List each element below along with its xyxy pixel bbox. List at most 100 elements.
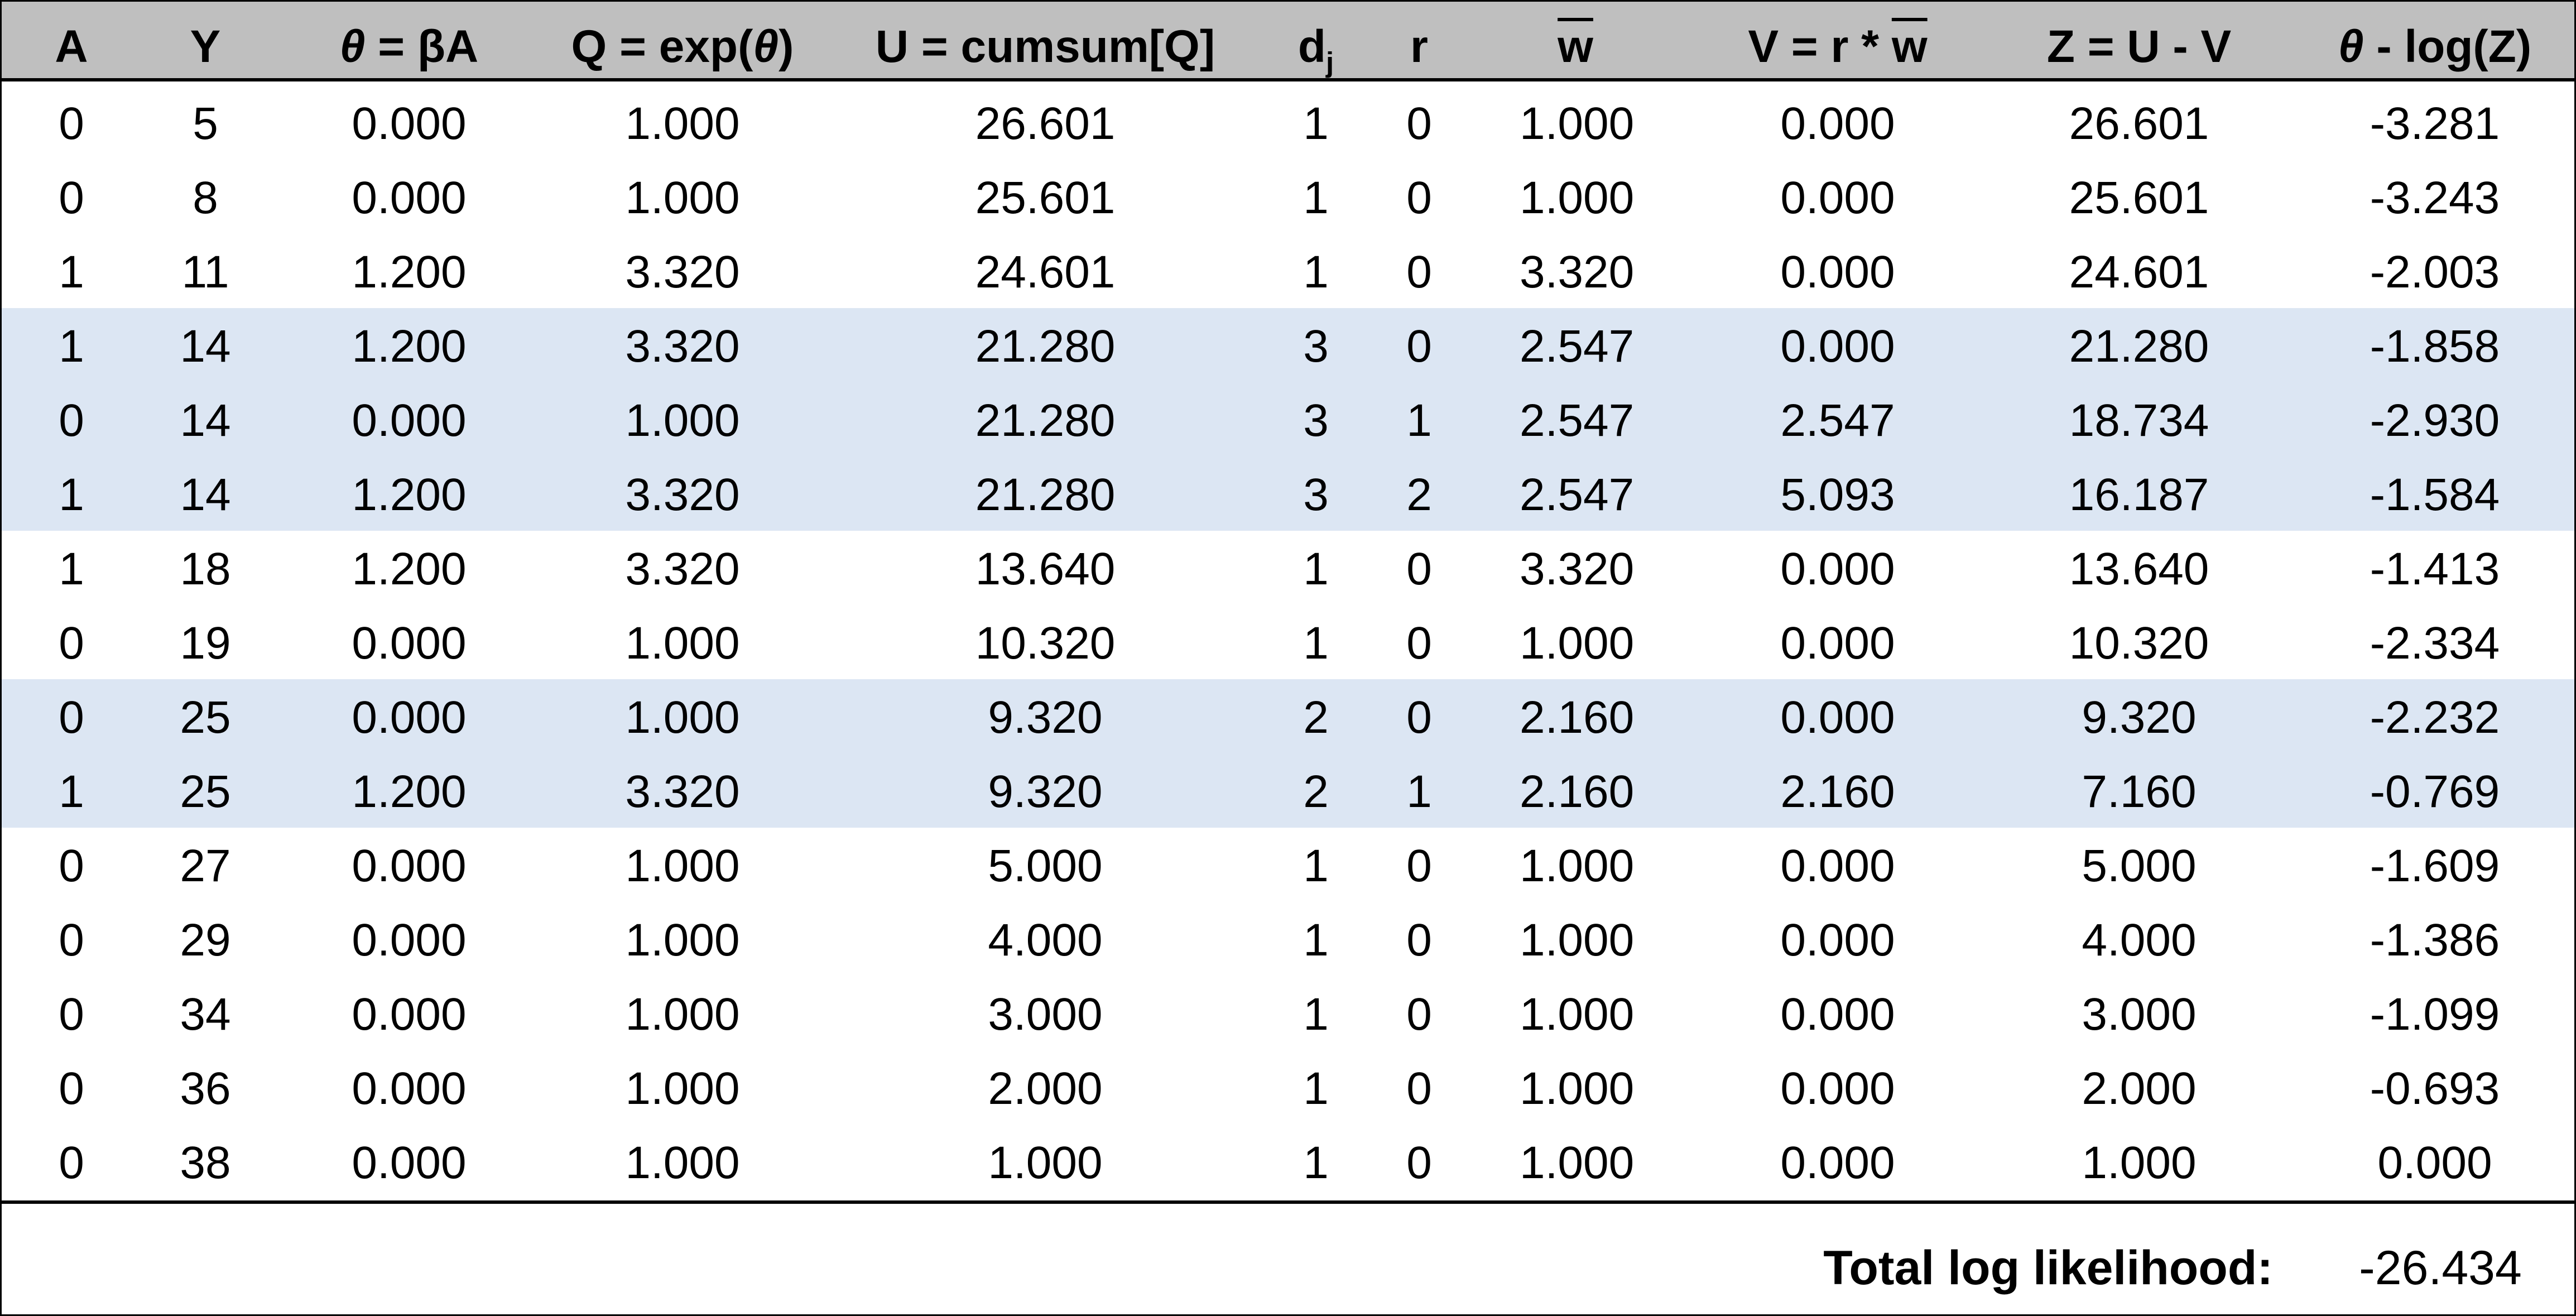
cell-wbar: 2.160: [1520, 692, 1635, 743]
cell-q: 3.320: [625, 321, 740, 372]
cell-y: 5: [193, 98, 218, 149]
cell-wbar: 2.547: [1520, 395, 1635, 446]
cell-loglik: -3.243: [2370, 172, 2500, 223]
cell-theta: 1.200: [352, 469, 467, 520]
cell-q: 1.000: [625, 172, 740, 223]
cell-y: 14: [180, 469, 231, 520]
cell-q: 1.000: [625, 692, 740, 743]
cell-dj: 1: [1303, 544, 1329, 594]
cell-loglik: -2.930: [2370, 395, 2500, 446]
cell-q: 3.320: [625, 247, 740, 297]
cell-y: 36: [180, 1063, 231, 1114]
cell-v: 0.000: [1780, 98, 1895, 149]
cell-z: 13.640: [2069, 544, 2209, 594]
cell-v: 0.000: [1780, 618, 1895, 669]
cell-a: 0: [59, 840, 84, 891]
cell-r: 0: [1406, 1137, 1432, 1188]
cell-r: 0: [1406, 692, 1432, 743]
cell-theta: 1.200: [352, 766, 467, 817]
cell-q: 1.000: [625, 989, 740, 1040]
cell-q: 3.320: [625, 766, 740, 817]
cell-q: 1.000: [625, 840, 740, 891]
cell-v: 0.000: [1780, 989, 1895, 1040]
cell-y: 25: [180, 766, 231, 817]
cell-v: 0.000: [1780, 247, 1895, 297]
cell-theta: 0.000: [352, 692, 467, 743]
table-row: 1 14 1.200 3.320 21.280 3 2 2.547 5.093 16.187 -1.…: [2, 457, 2574, 531]
table-row: 0 29 0.000 1.000 4.000 1 0 1.000 0.000 4.000 -1.38…: [2, 902, 2574, 976]
cell-y: 11: [181, 247, 229, 297]
cell-y: 27: [180, 840, 231, 891]
col-header-a: A: [55, 21, 88, 72]
cell-dj: 2: [1303, 692, 1329, 743]
cell-u: 21.280: [975, 321, 1116, 372]
cell-loglik: -2.232: [2370, 692, 2500, 743]
cell-a: 0: [59, 1137, 84, 1188]
cell-q: 3.320: [625, 544, 740, 594]
q-header-prefix: Q = exp(: [571, 21, 753, 72]
cell-q: 1.000: [625, 1137, 740, 1188]
cell-z: 16.187: [2069, 469, 2209, 520]
cell-z: 18.734: [2069, 395, 2209, 446]
cell-y: 14: [180, 321, 231, 372]
cell-q: 1.000: [625, 98, 740, 149]
table-row: 0 19 0.000 1.000 10.320 1 0 1.000 0.000 10.320 -2.…: [2, 605, 2574, 679]
dj-main: d: [1297, 21, 1326, 72]
theta-header-rest: = βA: [365, 21, 479, 72]
cell-r: 0: [1406, 544, 1432, 594]
cell-u: 2.000: [988, 1063, 1103, 1114]
cell-loglik: -0.769: [2370, 766, 2500, 817]
cell-u: 10.320: [975, 618, 1116, 669]
cell-r: 1: [1406, 395, 1432, 446]
cell-z: 1.000: [2082, 1137, 2197, 1188]
cell-wbar: 1.000: [1520, 840, 1635, 891]
cell-a: 0: [59, 692, 84, 743]
cell-z: 4.000: [2082, 915, 2197, 966]
cell-dj: 1: [1303, 98, 1329, 149]
cell-wbar: 1.000: [1520, 989, 1635, 1040]
cell-dj: 1: [1303, 840, 1329, 891]
cell-a: 0: [59, 1063, 84, 1114]
cell-u: 13.640: [975, 544, 1116, 594]
cell-wbar: 2.547: [1520, 321, 1635, 372]
cell-v: 0.000: [1780, 321, 1895, 372]
cell-a: 0: [59, 915, 84, 966]
cell-a: 0: [59, 98, 84, 149]
cell-u: 9.320: [988, 692, 1103, 743]
cell-r: 0: [1406, 98, 1432, 149]
table-row: 0 8 0.000 1.000 25.601 1 0 1.000 0.000 25.601 -3.2…: [2, 160, 2574, 234]
col-header-theta: θ = βA: [314, 24, 504, 70]
table-row: 1 14 1.200 3.320 21.280 3 0 2.547 0.000 21.280 -1.…: [2, 308, 2574, 382]
cell-u: 1.000: [988, 1137, 1103, 1188]
cell-r: 2: [1406, 469, 1432, 520]
cell-a: 1: [59, 247, 84, 297]
cell-loglik: -2.334: [2370, 618, 2500, 669]
cell-y: 25: [180, 692, 231, 743]
cell-r: 0: [1406, 618, 1432, 669]
cell-z: 25.601: [2069, 172, 2209, 223]
cell-loglik: -1.584: [2370, 469, 2500, 520]
cell-dj: 3: [1303, 321, 1329, 372]
cell-a: 1: [59, 469, 84, 520]
v-header-wbar: w: [1891, 21, 1928, 72]
cell-a: 0: [59, 395, 84, 446]
cell-y: 34: [180, 989, 231, 1040]
cell-wbar: 1.000: [1520, 915, 1635, 966]
cell-a: 1: [59, 766, 84, 817]
cell-z: 10.320: [2069, 618, 2209, 669]
cell-z: 26.601: [2069, 98, 2209, 149]
cell-loglik: -0.693: [2370, 1063, 2500, 1114]
cell-z: 5.000: [2082, 840, 2197, 891]
cell-r: 0: [1406, 321, 1432, 372]
col-header-v: V = r * w: [1704, 24, 1972, 70]
cell-q: 1.000: [625, 395, 740, 446]
cell-wbar: 3.320: [1520, 544, 1635, 594]
cell-r: 0: [1406, 915, 1432, 966]
cell-u: 5.000: [988, 840, 1103, 891]
cell-y: 29: [180, 915, 231, 966]
cell-loglik: -2.003: [2370, 247, 2500, 297]
cell-r: 1: [1406, 766, 1432, 817]
cell-r: 0: [1406, 840, 1432, 891]
cell-r: 0: [1406, 1063, 1432, 1114]
col-header-u: U = cumsum[Q]: [875, 21, 1215, 72]
